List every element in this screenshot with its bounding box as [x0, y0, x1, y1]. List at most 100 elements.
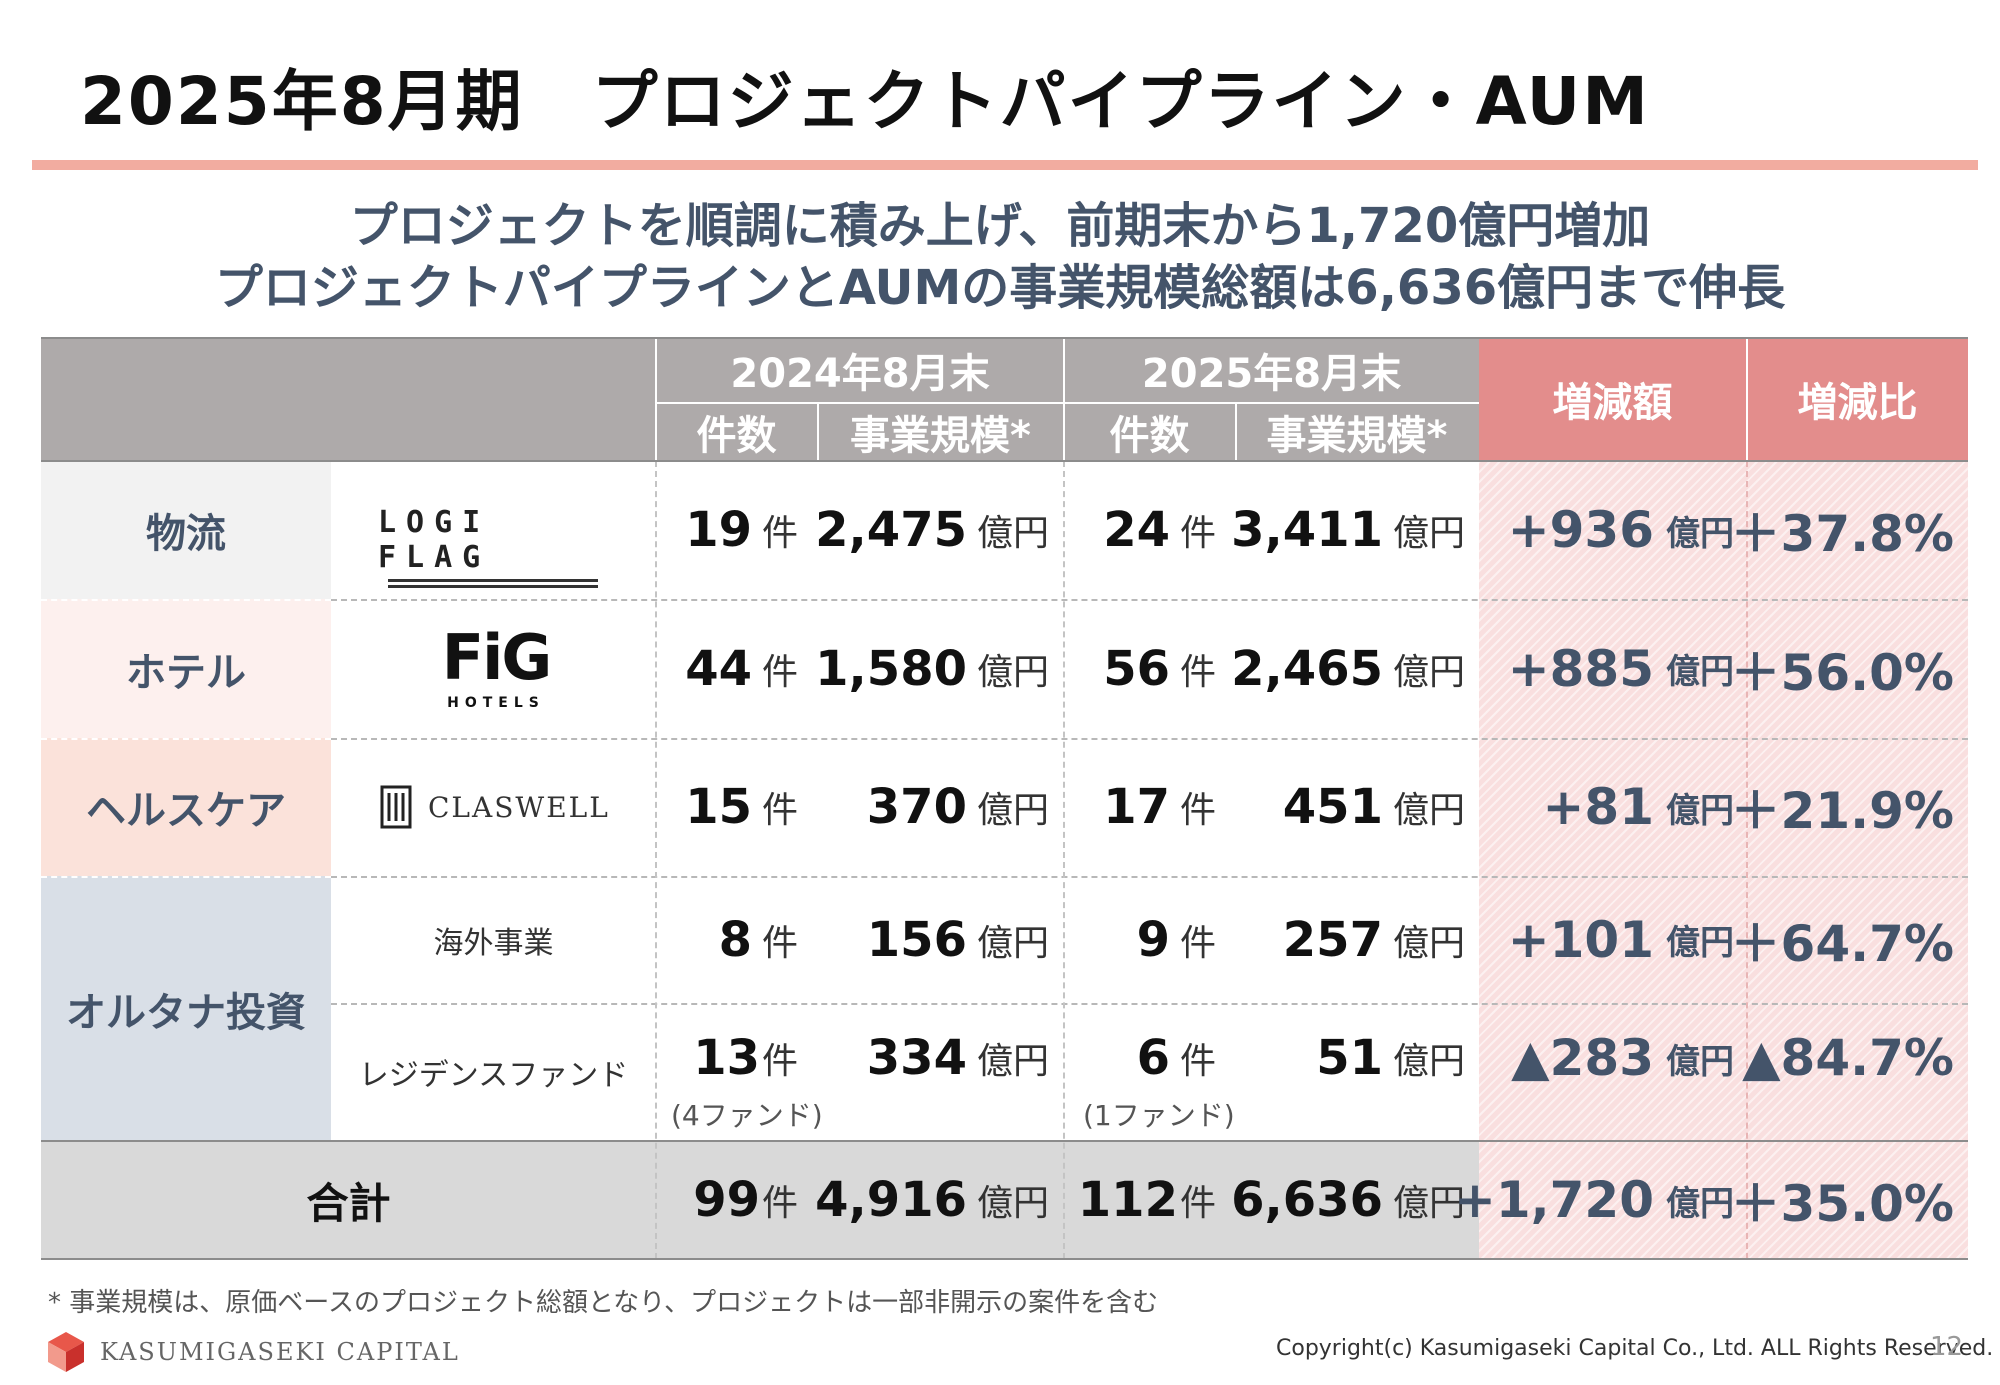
delta-overseas: +101 億円	[1507, 910, 1734, 969]
table-top-rule	[41, 337, 1968, 339]
scale-2025-logistics: 3,411 億円	[1231, 502, 1465, 558]
row-divider	[331, 1003, 1968, 1005]
delta-healthcare: +81 億円	[1542, 778, 1734, 836]
copyright: Copyright(c) Kasumigaseki Capital Co., L…	[1276, 1336, 1994, 1361]
count-2025-healthcare: 17 件	[1103, 779, 1216, 835]
total-top-rule	[41, 1140, 1968, 1142]
delta-hotel: +885 億円	[1507, 639, 1734, 698]
category-alternative-bg	[41, 876, 331, 1141]
subcategory-residence-fund: レジデンスファンド	[358, 1058, 629, 1093]
header-divider	[655, 337, 657, 461]
scale-2025-residence: 51 億円	[1316, 1030, 1465, 1086]
ratio-total: ＋35.0%	[1730, 1175, 1954, 1233]
col-divider	[655, 461, 657, 1259]
scale-2025-overseas: 257 億円	[1282, 911, 1465, 968]
scale-2024-residence: 334 億円	[866, 1030, 1049, 1086]
fig-logo-subtext: HOTELS	[447, 695, 545, 711]
total-change-bg	[1479, 1141, 1968, 1259]
logi-flag-logo: LOGI FLAG	[378, 505, 608, 588]
title-divider	[32, 160, 1978, 170]
scale-2024-logistics: 2,475 億円	[815, 502, 1049, 558]
col-divider	[1746, 461, 1748, 1259]
count-2025-hotel: 56 件	[1103, 640, 1216, 697]
header-period-2025: 2025年8月末	[1141, 351, 1402, 397]
header-divider	[1746, 337, 1748, 461]
row-divider	[331, 738, 1968, 740]
category-healthcare-bg	[41, 738, 331, 876]
claswell-logo-text: CLASWELL	[428, 790, 610, 824]
header-divider	[817, 403, 819, 461]
page-title: 2025年8月期 プロジェクトパイプライン・AUM	[80, 63, 1650, 140]
header-change-ratio: 増減比	[1797, 380, 1918, 426]
company-logo-icon	[48, 1332, 84, 1372]
subcategory-overseas: 海外事業	[433, 925, 554, 961]
category-logistics-bg	[41, 461, 331, 599]
ratio-overseas: ＋64.7%	[1730, 914, 1954, 973]
category-logistics: 物流	[146, 511, 226, 557]
count-2024-healthcare: 15 件	[685, 779, 798, 835]
ratio-logistics: ＋37.8%	[1730, 505, 1954, 563]
count-2024-residence-note: (4ファンド)	[671, 1099, 823, 1132]
row-divider	[41, 599, 331, 601]
col-divider	[1063, 461, 1065, 1259]
header-period-2024: 2024年8月末	[730, 351, 990, 397]
row-divider	[41, 738, 331, 740]
delta-residence: ▲283 億円	[1511, 1029, 1734, 1087]
scale-2025-healthcare: 451 億円	[1282, 779, 1465, 835]
header-bottom-rule	[41, 460, 1968, 462]
delta-logistics: +936 億円	[1507, 501, 1734, 559]
count-2025-residence-note: (1ファンド)	[1083, 1099, 1235, 1132]
fig-logo-text: FiG	[441, 621, 552, 694]
header-blank	[41, 337, 1479, 461]
page-number: 12	[1930, 1332, 1964, 1362]
row-divider	[41, 876, 331, 878]
total-label: 合計	[306, 1178, 391, 1228]
ratio-healthcare: ＋21.9%	[1730, 782, 1954, 840]
header-count-2024: 件数	[696, 413, 777, 459]
header-divider	[656, 402, 1479, 404]
count-2024-residence: 13 件	[693, 1030, 798, 1086]
headline-line-2: プロジェクトパイプラインとAUMの事業規模総額は6,636億円まで伸長	[214, 260, 1786, 316]
delta-total: +1,720 億円	[1453, 1171, 1734, 1229]
category-hotel-bg	[41, 599, 331, 738]
logi-flag-logo-text: LOGI FLAG	[378, 505, 491, 575]
category-healthcare: ヘルスケア	[86, 788, 286, 834]
count-2025-logistics: 24 件	[1103, 502, 1216, 558]
footnote: * 事業規模は、原価ベースのプロジェクト総額となり、プロジェクトは一部非開示の案…	[48, 1288, 1159, 1318]
count-2024-hotel: 44 件	[685, 640, 798, 697]
company-brand: KASUMIGASEKI CAPITAL	[46, 1330, 460, 1374]
scale-2025-hotel: 2,465 億円	[1231, 640, 1465, 697]
claswell-mark-icon	[380, 785, 412, 829]
header-count-2025: 件数	[1109, 413, 1190, 459]
scale-2024-hotel: 1,580 億円	[815, 640, 1049, 697]
header-change-amount-bg	[1479, 337, 1746, 461]
category-hotel: ホテル	[126, 649, 246, 696]
company-name: KASUMIGASEKI CAPITAL	[100, 1338, 460, 1366]
count-2024-total: 99 件	[693, 1172, 798, 1228]
ratio-residence: ▲84.7%	[1742, 1029, 1954, 1087]
header-scale-2025: 事業規模*	[1266, 413, 1448, 459]
header-change-amount: 増減額	[1552, 380, 1673, 426]
count-2025-total: 112 件	[1077, 1172, 1216, 1228]
total-row-bg	[41, 1141, 1479, 1259]
table-bottom-rule	[41, 1258, 1968, 1260]
header-scale-2024: 事業規模*	[850, 413, 1031, 459]
header-divider	[1063, 337, 1065, 461]
category-alternative-investment: オルタナ投資	[66, 989, 306, 1036]
header-divider	[1235, 403, 1237, 461]
claswell-logo: CLASWELL	[378, 785, 610, 829]
change-area-bg	[1479, 461, 1968, 1141]
ratio-hotel: ＋56.0%	[1730, 643, 1954, 702]
scale-2025-total: 6,636 億円	[1231, 1172, 1465, 1228]
row-divider	[331, 876, 1968, 878]
scale-2024-total: 4,916 億円	[815, 1172, 1049, 1228]
fig-hotels-logo: FiG HOTELS	[431, 621, 561, 712]
count-2024-logistics: 19 件	[685, 502, 798, 558]
scale-2024-healthcare: 370 億円	[866, 779, 1049, 835]
pipeline-table: 2024年8月末 2025年8月末 件数 事業規模* 件数 事業規模* 増減額 …	[41, 337, 1968, 1260]
scale-2024-overseas: 156 億円	[866, 911, 1049, 968]
row-divider	[331, 599, 1968, 601]
headline-line-1: プロジェクトを順調に積み上げ、前期末から1,720億円増加	[349, 198, 1651, 254]
